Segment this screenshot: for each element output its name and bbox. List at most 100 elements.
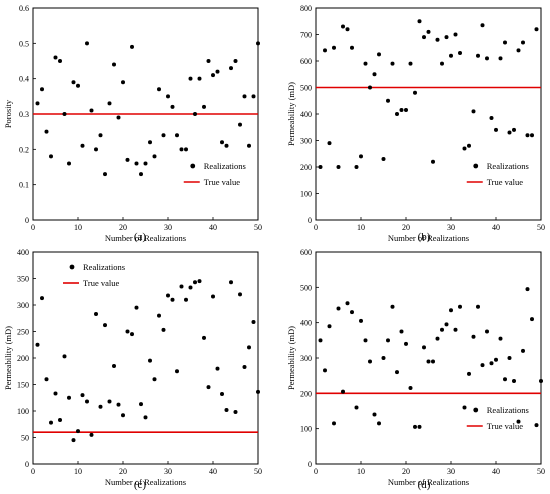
realization-point [318, 338, 323, 343]
realization-point [130, 44, 134, 49]
realization-point [480, 363, 485, 368]
realization-point [534, 423, 539, 428]
x-axis-label: Number of Realizations [388, 477, 469, 487]
realization-point [67, 395, 71, 400]
realization-point [345, 301, 350, 306]
x-tick-label: 40 [492, 467, 500, 476]
realization-point [377, 421, 381, 426]
realization-point [471, 109, 476, 114]
chart-panel-b: 0 100 200 300 400 500 600 700 800 0 10 20 30 40 50 Numb… [286, 4, 545, 243]
x-tick-label: 40 [209, 467, 217, 476]
realization-point [377, 52, 381, 57]
realization-point [336, 165, 341, 169]
realization-point [350, 310, 354, 315]
y-tick-label: 400 [300, 110, 312, 119]
x-tick-label: 30 [164, 467, 172, 476]
realization-point [98, 404, 103, 409]
realization-point [426, 29, 431, 34]
y-tick-label: 200 [300, 163, 312, 172]
realization-point [512, 378, 516, 383]
y-axis-label: Porosity [3, 99, 13, 128]
realization-point [157, 313, 161, 318]
y-axis-label: Permeability (mD) [286, 326, 296, 390]
realization-point [413, 90, 417, 95]
realization-point [139, 402, 143, 407]
realization-point [386, 338, 390, 343]
realization-point [44, 129, 49, 134]
realization-point [202, 104, 206, 109]
realization-point [341, 389, 345, 394]
realization-point [125, 329, 130, 334]
realization-point [494, 127, 498, 132]
realization-point [467, 143, 471, 148]
y-tick-label: 400 [300, 319, 312, 328]
realization-point [242, 94, 247, 99]
realization-point [525, 133, 530, 138]
y-tick-label: 600 [300, 248, 312, 257]
realization-point [238, 122, 242, 127]
x-tick-label: 50 [537, 223, 545, 232]
realization-point [98, 133, 103, 138]
panel-caption: (b) [418, 231, 431, 243]
realization-point [197, 76, 202, 81]
realization-point [363, 338, 368, 343]
realization-point [40, 296, 44, 301]
realization-point [354, 405, 359, 410]
y-tick-label: 200 [17, 354, 29, 363]
realization-point [503, 40, 507, 45]
realization-point [179, 147, 184, 152]
realization-point [395, 370, 399, 375]
realization-point [148, 358, 152, 363]
x-axis-label: Number of Realizations [105, 477, 186, 487]
realization-point [512, 127, 516, 132]
realization-point [40, 87, 44, 92]
realization-point [184, 297, 188, 302]
legend-marker-realizations [69, 264, 75, 270]
realization-point [94, 147, 98, 152]
realization-point [341, 24, 345, 29]
legend: Realizations True value [466, 161, 529, 187]
realization-point [35, 342, 40, 347]
x-axis-label: Number of Realizations [388, 233, 469, 243]
realization-point [444, 322, 449, 327]
realization-point [399, 108, 404, 113]
realization-point [179, 284, 184, 289]
realization-point [89, 108, 94, 113]
realization-point [363, 61, 368, 66]
y-tick-label: 0.4 [19, 75, 29, 84]
y-tick-label: 100 [17, 407, 29, 416]
realization-point [233, 59, 238, 63]
realization-point [476, 53, 480, 58]
realization-point [184, 147, 188, 152]
realization-point [107, 399, 112, 404]
realization-point [507, 356, 512, 360]
y-tick-label: 300 [300, 354, 312, 363]
realization-point [148, 140, 152, 145]
x-tick-label: 40 [209, 223, 217, 232]
realization-point [480, 23, 485, 28]
realization-point [431, 359, 435, 364]
realization-point [372, 72, 377, 77]
y-tick-label: 50 [21, 434, 29, 443]
realization-point [449, 308, 453, 313]
realization-point [408, 386, 413, 391]
realization-point [80, 393, 85, 398]
realization-point [233, 410, 238, 415]
y-tick-label: 0 [25, 460, 29, 469]
panel-caption: (c) [134, 479, 147, 491]
x-tick-label: 50 [254, 223, 262, 232]
realization-point [530, 133, 534, 138]
realization-point [134, 305, 139, 310]
y-tick-label: 700 [300, 31, 312, 40]
realization-point [390, 61, 395, 66]
realization-point [354, 165, 359, 169]
realization-point [143, 161, 148, 166]
y-axis-label: Permeability (mD) [286, 82, 296, 146]
y-tick-label: 500 [300, 283, 312, 292]
realization-point [157, 87, 161, 92]
realization-point [386, 98, 390, 103]
y-tick-label: 200 [300, 389, 312, 398]
realization-point [166, 94, 170, 99]
realization-point [143, 415, 148, 420]
x-tick-label: 20 [402, 467, 410, 476]
